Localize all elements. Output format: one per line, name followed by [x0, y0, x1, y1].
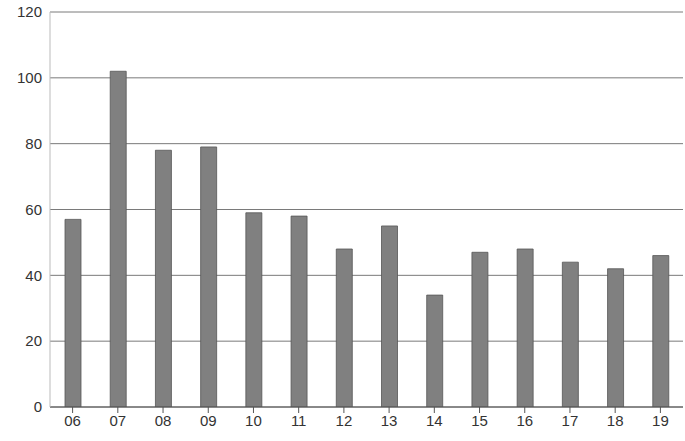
svg-text:19: 19 — [652, 412, 669, 429]
svg-text:06: 06 — [64, 412, 81, 429]
svg-text:14: 14 — [426, 412, 443, 429]
svg-text:60: 60 — [25, 201, 42, 218]
svg-text:09: 09 — [200, 412, 217, 429]
svg-text:11: 11 — [291, 412, 307, 429]
svg-text:20: 20 — [25, 332, 42, 349]
svg-text:40: 40 — [25, 267, 42, 284]
svg-text:16: 16 — [516, 412, 533, 429]
svg-text:10: 10 — [245, 412, 262, 429]
svg-text:100: 100 — [17, 69, 42, 86]
svg-text:80: 80 — [25, 135, 42, 152]
svg-text:08: 08 — [155, 412, 172, 429]
svg-text:13: 13 — [381, 412, 398, 429]
svg-text:0: 0 — [34, 398, 42, 415]
svg-text:07: 07 — [109, 412, 126, 429]
svg-text:18: 18 — [607, 412, 624, 429]
svg-text:17: 17 — [562, 412, 579, 429]
svg-text:120: 120 — [17, 3, 42, 20]
svg-text:15: 15 — [471, 412, 488, 429]
svg-text:12: 12 — [336, 412, 353, 429]
